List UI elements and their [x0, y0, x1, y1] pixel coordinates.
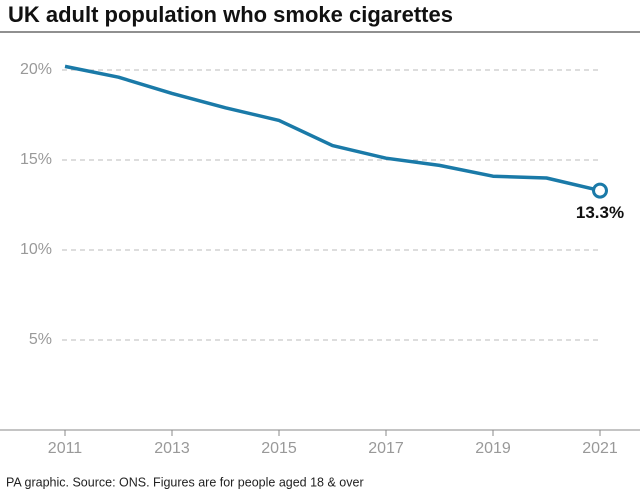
x-tick-label: 2021	[582, 440, 618, 457]
y-tick-label: 20%	[20, 61, 52, 78]
point-marker	[592, 182, 608, 199]
y-tick-label: 5%	[29, 331, 52, 348]
data-label: 13.3%	[576, 203, 624, 222]
x-tick-label: 2013	[154, 440, 190, 457]
y-tick-label: 15%	[20, 151, 52, 168]
x-tick-label: 2011	[48, 440, 83, 457]
line	[64, 64, 601, 193]
y-tick-label: 10%	[20, 241, 52, 258]
chart-title: UK adult population who smoke cigarettes	[8, 2, 453, 27]
x-tick-label: 2017	[368, 440, 404, 457]
x-tick-label: 2019	[475, 440, 511, 457]
x-tick-label: 2015	[261, 440, 297, 457]
source-note: PA graphic. Source: ONS. Figures are for…	[6, 475, 364, 489]
